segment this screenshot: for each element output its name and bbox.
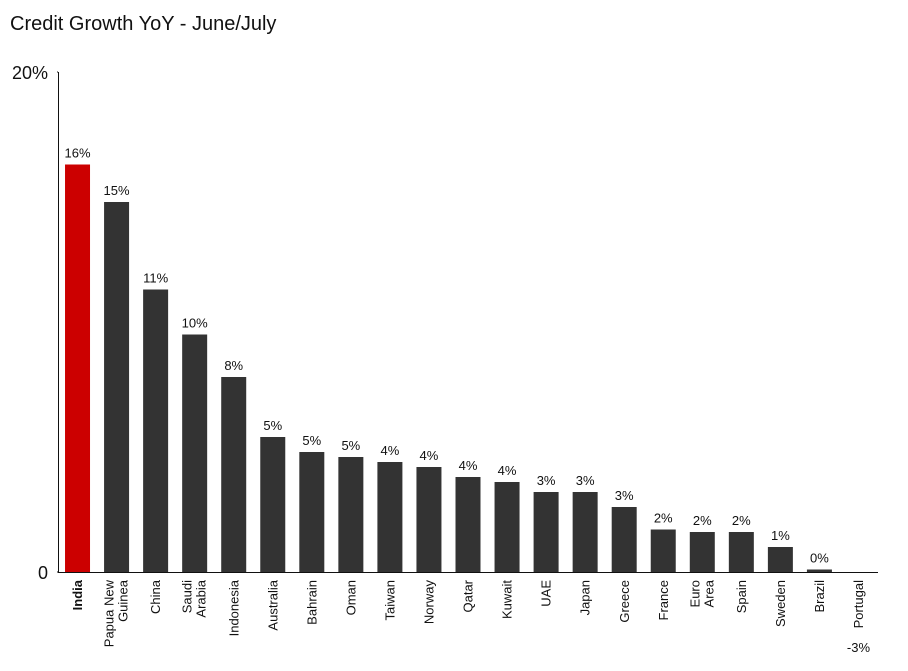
bar bbox=[143, 289, 169, 572]
value-label: 2% bbox=[654, 511, 673, 526]
x-tick-label: Norway bbox=[422, 580, 437, 625]
value-label: 4% bbox=[498, 463, 517, 478]
x-tick-label: Australia bbox=[265, 579, 280, 630]
value-label: 4% bbox=[381, 443, 400, 458]
bar bbox=[689, 532, 715, 572]
bar bbox=[611, 507, 637, 572]
bar bbox=[338, 457, 364, 572]
x-tick-label: Qatar bbox=[461, 579, 476, 612]
bar bbox=[104, 202, 130, 572]
y-tick-label: 20% bbox=[12, 63, 48, 83]
x-tick-label: Papua New Guinea bbox=[102, 579, 131, 647]
y-tick-label: 0 bbox=[38, 563, 48, 583]
bar bbox=[728, 532, 754, 572]
bar bbox=[65, 164, 91, 572]
value-label: 15% bbox=[104, 183, 130, 198]
x-tick-label: Indonesia bbox=[226, 579, 241, 636]
x-tick-label: Sweden bbox=[773, 580, 788, 627]
value-label: 11% bbox=[143, 271, 168, 286]
bars bbox=[65, 164, 832, 572]
x-tick-label: Bahrain bbox=[304, 580, 319, 625]
x-tick-label: Greece bbox=[617, 580, 632, 623]
value-label: 4% bbox=[459, 458, 478, 473]
x-tick-label: Portugal bbox=[851, 580, 866, 629]
value-label: 2% bbox=[732, 513, 751, 528]
bar bbox=[533, 492, 559, 572]
x-tick-label: UAE bbox=[539, 580, 554, 607]
value-label: 5% bbox=[341, 438, 360, 453]
value-label: 8% bbox=[224, 358, 243, 373]
bar bbox=[221, 377, 247, 572]
value-label: 4% bbox=[420, 448, 439, 463]
x-tick-label: Spain bbox=[734, 580, 749, 613]
value-label: 3% bbox=[576, 473, 595, 488]
bar bbox=[806, 569, 832, 572]
bar bbox=[455, 477, 481, 572]
value-label: 10% bbox=[182, 316, 208, 331]
bar bbox=[416, 467, 442, 572]
value-label: 16% bbox=[65, 146, 91, 161]
bar bbox=[494, 482, 520, 572]
value-label: 3% bbox=[537, 473, 556, 488]
bar bbox=[260, 437, 286, 572]
bar bbox=[572, 492, 598, 572]
x-tick-label: Euro Area bbox=[687, 579, 716, 610]
bar bbox=[299, 452, 325, 572]
value-label: -3% bbox=[847, 640, 871, 655]
value-label: 1% bbox=[771, 528, 790, 543]
x-tick-label: Kuwait bbox=[500, 580, 515, 619]
value-label: 5% bbox=[263, 418, 282, 433]
value-label: 0% bbox=[810, 551, 829, 566]
x-tick-label: Saudi Arabia bbox=[180, 579, 209, 620]
x-tick-label: France bbox=[656, 580, 671, 620]
bar bbox=[767, 547, 793, 572]
x-tick-label: India bbox=[70, 579, 85, 610]
x-tick-label: Brazil bbox=[812, 580, 827, 613]
x-tick-label: Taiwan bbox=[382, 580, 397, 620]
value-label: 5% bbox=[302, 433, 321, 448]
value-label: 2% bbox=[693, 513, 712, 528]
x-tick-label: China bbox=[148, 579, 163, 614]
chart-title: Credit Growth YoY - June/July bbox=[10, 13, 276, 35]
bar bbox=[650, 529, 676, 572]
value-label: 3% bbox=[615, 488, 634, 503]
bar bbox=[377, 462, 403, 572]
x-tick-label: Oman bbox=[343, 580, 358, 615]
bar bbox=[182, 334, 208, 572]
x-tick-label: Japan bbox=[578, 580, 593, 615]
